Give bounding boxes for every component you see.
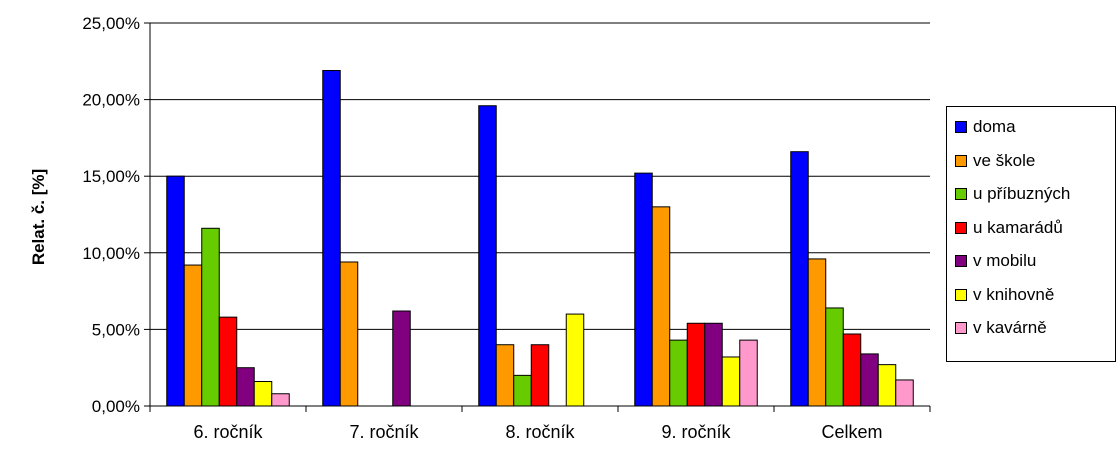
legend-swatch (955, 221, 967, 234)
bar-v-kavárně (895, 379, 914, 407)
axes: 0,00% 5,00% 10,00% 15,00% 20,00% 25,00% 6. roč… (82, 14, 931, 442)
legend-item: v mobilu (955, 251, 1036, 271)
bar-ve-škole (807, 258, 827, 407)
legend-swatch (955, 255, 967, 267)
bar-doma (634, 172, 653, 407)
legend-item: u příbuzných (955, 184, 1070, 204)
legend-swatch (955, 121, 967, 133)
x-tick-label: Celkem (821, 422, 882, 442)
bar-u-kamarádů (530, 344, 550, 407)
legend: doma ve škole u příbuzných u kamarádů v mobi… (946, 106, 1116, 362)
bar-v-knihovně (721, 356, 741, 407)
legend-item: v knihovně (955, 285, 1054, 305)
legend-label: ve škole (973, 150, 1036, 170)
bar-u-kamarádů (218, 316, 238, 407)
bar-u-kamarádů (842, 333, 862, 407)
legend-label: v mobilu (973, 251, 1037, 270)
bar-doma (790, 151, 809, 407)
y-tick-label: 10,00% (82, 244, 140, 263)
y-axis-label: Relat. č. [%] (29, 169, 48, 265)
legend-label: u kamarádů (973, 217, 1063, 237)
bar-doma (166, 175, 185, 407)
legend-swatch (955, 322, 967, 334)
bar-ve-škole (339, 261, 359, 407)
y-tick-label: 25,00% (82, 14, 140, 33)
legend-swatch (955, 154, 967, 167)
legend-swatch (955, 188, 967, 200)
bar-v-knihovně (877, 364, 897, 407)
legend-swatch (955, 288, 967, 301)
bar-u-příbuzných (513, 374, 532, 407)
x-tick-label: 6. ročník (193, 422, 263, 442)
bar-u-příbuzných (825, 307, 844, 407)
x-tick-label: 9. ročník (661, 422, 731, 442)
legend-item: ve škole (955, 151, 1035, 171)
bar-v-kavárně (739, 339, 758, 407)
bars (166, 69, 914, 407)
bar-v-mobilu (236, 367, 255, 407)
bar-v-knihovně (565, 313, 585, 407)
legend-label: v kavárně (973, 318, 1047, 337)
bar-u-příbuzných (669, 339, 688, 407)
legend-item: v kavárně (955, 318, 1047, 338)
y-tick-label: 15,00% (82, 167, 140, 186)
legend-item: u kamarádů (955, 218, 1063, 238)
bar-ve-škole (183, 264, 203, 407)
bar-u-kamarádů (686, 322, 706, 407)
legend-label: u příbuzných (973, 184, 1071, 203)
bar-u-příbuzných (201, 227, 220, 407)
bar-doma (322, 69, 341, 407)
bar-v-mobilu (860, 353, 879, 407)
bar-v-mobilu (704, 322, 723, 407)
legend-label: doma (973, 117, 1016, 136)
bar-v-kavárně (271, 393, 290, 407)
bar-ve-škole (495, 344, 515, 407)
bar-v-mobilu (392, 310, 411, 407)
x-tick-label: 8. ročník (505, 422, 575, 442)
y-tick-label: 0,00% (92, 397, 140, 416)
legend-label: v knihovně (973, 284, 1055, 304)
legend-item: doma (955, 117, 1016, 137)
y-tick-label: 5,00% (92, 320, 140, 339)
bar-ve-škole (651, 206, 671, 407)
x-tick-label: 7. ročník (349, 422, 419, 442)
bar-v-knihovně (253, 380, 273, 407)
y-tick-label: 20,00% (82, 91, 140, 110)
bar-doma (478, 105, 497, 407)
